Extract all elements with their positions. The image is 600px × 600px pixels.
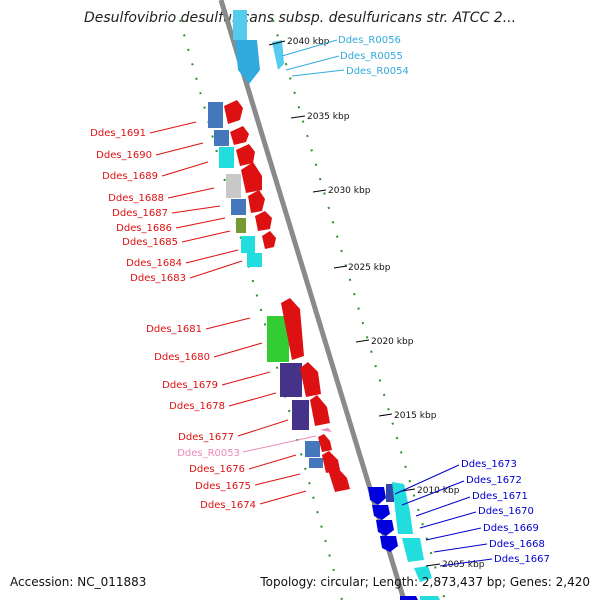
tick-line (333, 265, 348, 269)
gene-block (231, 199, 246, 215)
red-gene-arrow (236, 144, 255, 166)
cyan-gene (414, 566, 432, 582)
gene-label: Ddes_1680 (154, 352, 210, 363)
tick-label: 2040 kbp (287, 37, 330, 47)
tick-label: 2030 kbp (328, 186, 371, 196)
blue-gene-arrow (368, 487, 386, 505)
rna-gene (272, 40, 284, 70)
tick-line (425, 563, 441, 567)
tick-label: 2015 kbp (394, 411, 437, 421)
red-gene-arrow (328, 466, 350, 492)
gene-label: Ddes_1679 (162, 380, 218, 391)
gene-label: Ddes_1668 (489, 539, 545, 550)
red-gene-arrow (230, 126, 249, 145)
red-gene-arrow (318, 434, 332, 452)
gene-label: Ddes_1690 (96, 150, 152, 161)
gene-block (236, 218, 246, 233)
gene-label: Ddes_1669 (483, 523, 539, 534)
gene-label: Ddes_1667 (494, 554, 550, 565)
right-gene-labels: Ddes_1673 Ddes_1672 Ddes_1671 Ddes_1670 … (394, 459, 550, 567)
gene-label: Ddes_R0055 (340, 51, 403, 62)
gene-block (309, 458, 323, 468)
gene-block (386, 484, 394, 502)
gene-block (241, 236, 255, 253)
gene-block (226, 174, 241, 198)
tick-label: 2020 kbp (371, 337, 414, 347)
cyan-gene (392, 482, 413, 534)
gene-label: Ddes_1676 (189, 464, 245, 475)
gene-label: Ddes_1681 (146, 324, 202, 335)
gene-block (247, 253, 262, 267)
tick-line (290, 115, 306, 119)
gene-label: Ddes_1672 (466, 475, 522, 486)
label-leader (281, 39, 338, 57)
gene-block (219, 147, 234, 168)
rna-gene (233, 10, 247, 40)
gene-label: Ddes_1689 (102, 171, 158, 182)
minus-strand-genes (208, 102, 323, 468)
gene-block (208, 102, 223, 128)
red-gene-arrow (310, 395, 330, 426)
label-leader (291, 69, 345, 77)
gene-label: Ddes_R0054 (346, 66, 409, 77)
gene-block (214, 130, 229, 146)
gene-block (305, 441, 320, 457)
blue-gene-arrow (380, 536, 398, 552)
gene-label: Ddes_1688 (108, 193, 164, 204)
bottom-right-genes (368, 482, 440, 600)
gene-label: Ddes_1671 (472, 491, 528, 502)
cyan-gene (402, 538, 424, 562)
gene-label: Ddes_1686 (116, 223, 172, 234)
accession-text: Accession: NC_011883 (10, 575, 147, 589)
gene-block (292, 400, 309, 430)
gene-label: Ddes_1683 (130, 273, 186, 284)
blue-gene-arrow (400, 596, 418, 600)
gene-block (280, 363, 302, 397)
tick-line (312, 189, 327, 193)
tick-line (401, 488, 416, 492)
gene-label: Ddes_1691 (90, 128, 146, 139)
tick-line (355, 339, 370, 343)
gene-label: Ddes_R0056 (338, 35, 401, 46)
left-gene-labels: Ddes_1691 Ddes_1690 Ddes_1689 Ddes_1688 … (90, 121, 317, 511)
tick-label: 2005 kbp (442, 560, 485, 570)
tick-line (268, 40, 286, 46)
gene-label: Ddes_R0053 (177, 448, 240, 459)
gene-label: Ddes_1678 (169, 401, 225, 412)
gene-label: Ddes_1685 (122, 237, 178, 248)
red-gene-arrow (248, 190, 265, 213)
label-leader (285, 55, 340, 71)
red-gene-arrow (262, 231, 276, 249)
gene-block (267, 316, 289, 362)
gene-label: Ddes_1677 (178, 432, 234, 443)
gene-label: Ddes_1673 (461, 459, 517, 470)
cyan-gene (420, 596, 440, 600)
gene-label: Ddes_1684 (126, 258, 182, 269)
red-gene-arrow (241, 162, 262, 193)
gene-label: Ddes_1670 (478, 506, 534, 517)
plus-strand-red-genes (224, 100, 350, 492)
rna-gene-cluster-top (233, 10, 284, 84)
tick-label: 2035 kbp (307, 112, 350, 122)
tick-label: 2025 kbp (348, 263, 391, 273)
red-gene-arrow (300, 362, 321, 397)
top-rna-labels: Ddes_R0056 Ddes_R0055 Ddes_R0054 (281, 35, 409, 77)
gene-label: Ddes_1674 (200, 500, 256, 511)
blue-gene-arrow (376, 520, 394, 536)
rna-gene (235, 40, 260, 84)
pink-rna-gene (320, 428, 332, 432)
blue-gene-arrow (372, 505, 390, 520)
gene-label: Ddes_1687 (112, 208, 168, 219)
red-gene-arrow (281, 298, 304, 360)
tick-line (378, 413, 393, 417)
genome-summary-text: Topology: circular; Length: 2,873,437 bp… (260, 575, 590, 589)
map-title: Desulfovibrio desulfuricans subsp. desul… (83, 10, 517, 26)
gene-label: Ddes_1675 (195, 481, 251, 492)
inner-guide-dots (179, 19, 343, 600)
red-gene-arrow (255, 211, 272, 231)
red-gene-arrow (224, 100, 243, 124)
